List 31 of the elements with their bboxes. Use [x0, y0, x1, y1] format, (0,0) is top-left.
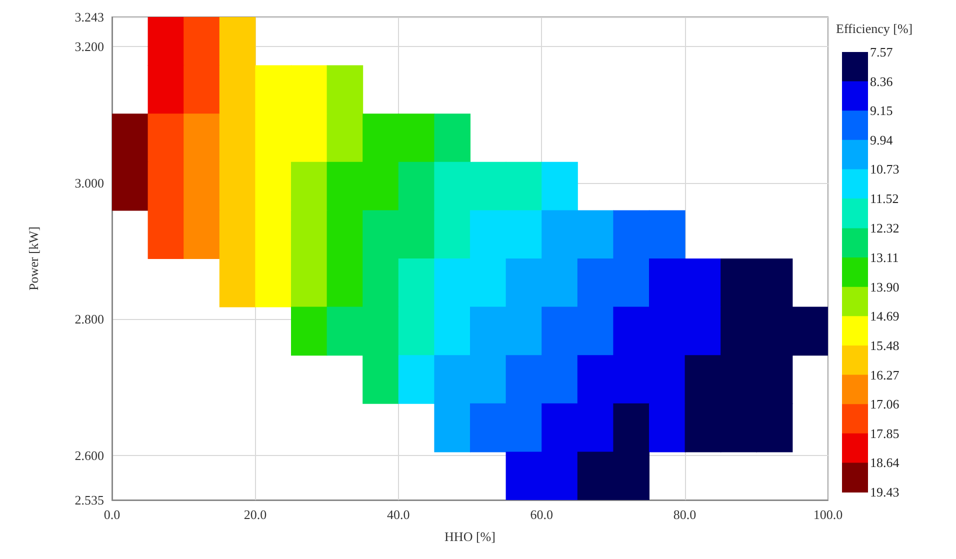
x-tick-label: 20.0 [244, 507, 267, 522]
color-bar-label: 18.64 [870, 455, 900, 470]
color-bar-label: 17.85 [870, 426, 900, 441]
x-tick-label: 0.0 [104, 507, 120, 522]
x-tick-label: 80.0 [673, 507, 696, 522]
color-bar-label: 9.94 [870, 132, 894, 148]
y-tick-label: 3.000 [74, 175, 104, 190]
color-bar-label: 8.36 [870, 74, 894, 89]
y-tick-label: 2.535 [74, 492, 104, 508]
color-bar-label: 10.73 [870, 162, 900, 177]
color-bar-label: 9.15 [870, 103, 893, 118]
color-bar-label: 15.48 [870, 338, 900, 353]
color-bar-label: 16.27 [870, 367, 900, 382]
y-tick-label: 3.243 [74, 10, 104, 24]
y-axis-title: Power [kW] [26, 226, 41, 290]
x-tick-label: 60.0 [530, 507, 553, 522]
y-tick-label: 3.200 [74, 38, 104, 54]
color-bar-label: 19.43 [870, 484, 900, 500]
color-bar-title: Efficiency [%] [836, 21, 913, 36]
color-bar-label: 13.11 [870, 250, 899, 266]
color-bar-label: 14.69 [870, 308, 900, 324]
y-tick-label: 2.600 [74, 448, 104, 464]
color-bar-label: 12.32 [870, 220, 900, 236]
color-bar-label: 17.06 [870, 396, 900, 412]
x-tick-label: 40.0 [387, 507, 410, 522]
x-tick-label: 100.0 [813, 507, 843, 522]
y-tick-label: 2.800 [74, 312, 104, 327]
color-bar-label: 13.90 [870, 279, 900, 294]
color-bar-label: 11.52 [870, 191, 899, 206]
color-bar-label: 7.57 [870, 44, 894, 60]
x-axis-title: HHO [%] [444, 529, 496, 544]
